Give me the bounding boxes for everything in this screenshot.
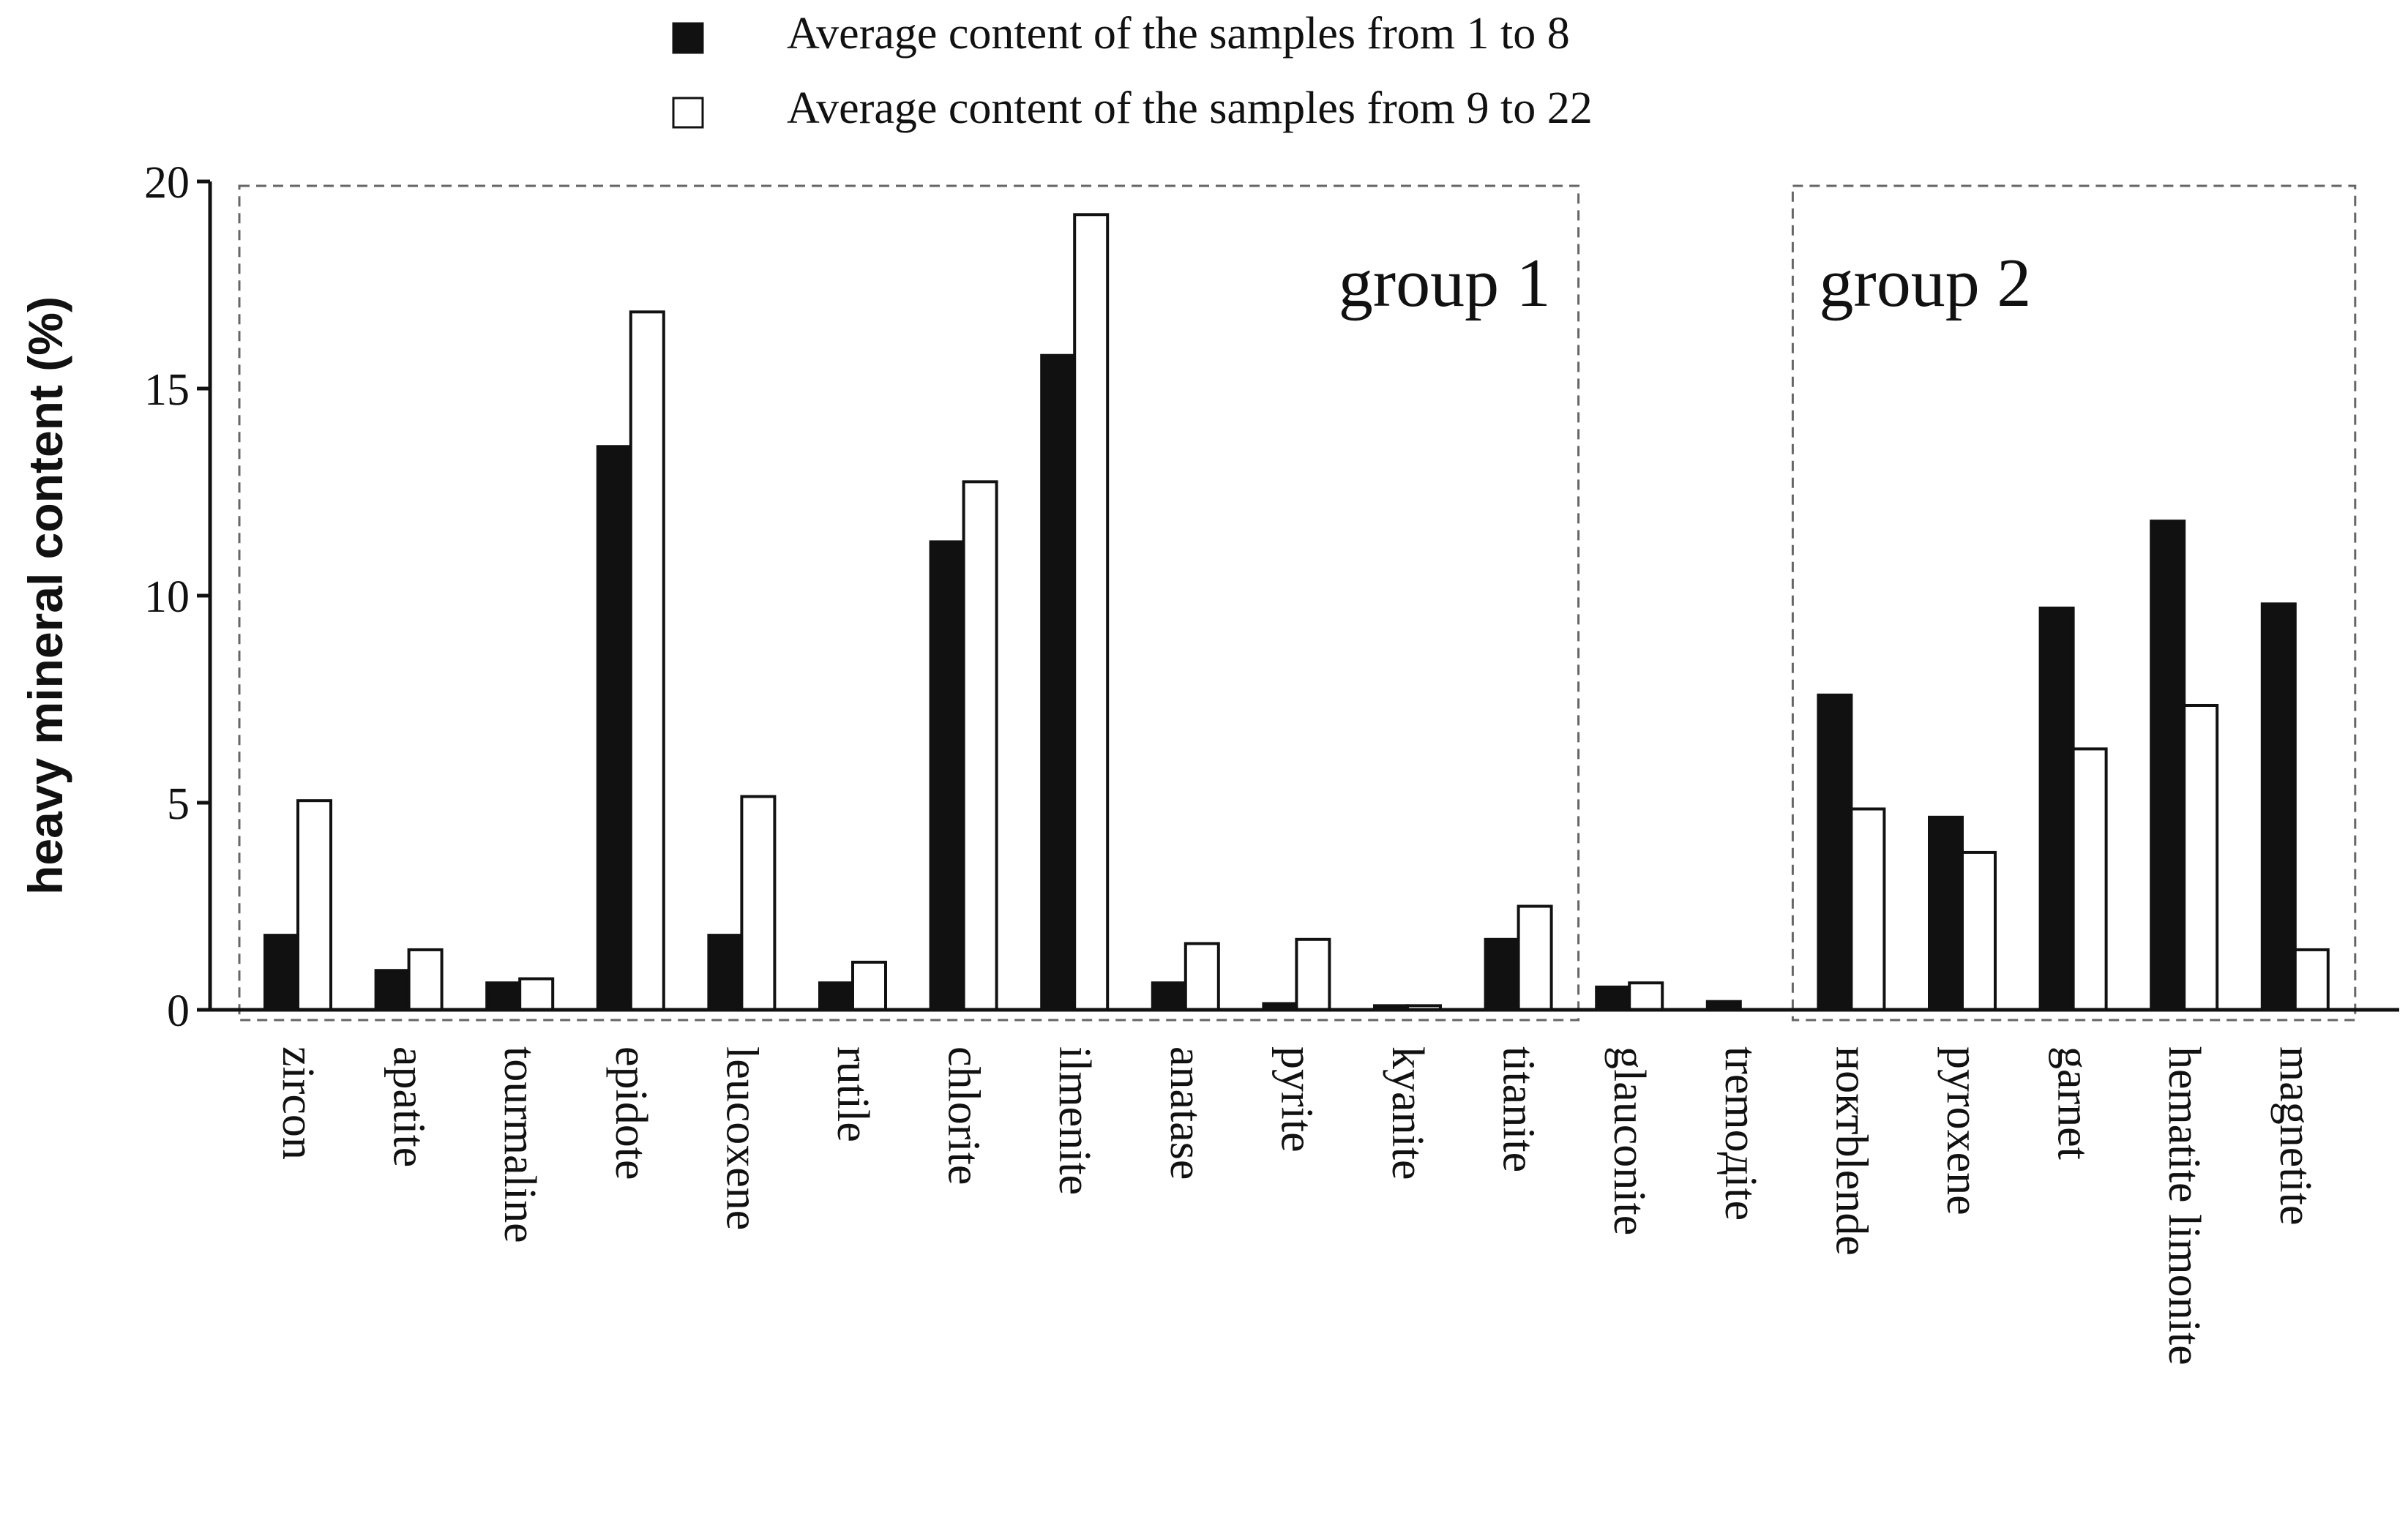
y-tick-label: 20 [144, 158, 190, 208]
legend-swatch-series-1 [672, 22, 704, 54]
bar-zircon-series-2 [296, 799, 332, 1012]
bar-anatase-series-2 [1184, 942, 1220, 1011]
group-boxes: group 1 group 2 [238, 184, 2357, 1022]
x-tick-label: apatite [384, 1046, 434, 1167]
bar-garnet-series-1 [2038, 606, 2075, 1011]
bar-pyrite-series-2 [1295, 937, 1331, 1012]
bar-pyroxene-series-2 [1961, 850, 1997, 1012]
group-box-2 [1791, 184, 2357, 1022]
bar-tourmaline-series-2 [518, 977, 555, 1012]
bar-garnet-series-2 [2071, 747, 2108, 1011]
x-tick-label: rutile [828, 1046, 878, 1142]
y-axis-label: heavy mineral content (%) [18, 296, 72, 895]
bar-apatite-series-1 [374, 969, 411, 1011]
group-box-1 [238, 184, 1580, 1022]
legend: Average content of the samples from 1 to… [672, 9, 1593, 133]
x-tick-labels: zircon apatite tourmaline epidote leucoxene r… [273, 1046, 2320, 1365]
bars [263, 213, 2330, 1012]
bar-glauconite-series-2 [1628, 981, 1664, 1011]
bar-epidote-series-2 [629, 310, 665, 1012]
bar-titanite-series-2 [1517, 904, 1553, 1011]
y-tick-label: 10 [144, 572, 190, 622]
bar-ноктblende-series-2 [1850, 807, 1886, 1011]
bar-epidote-series-1 [596, 445, 632, 1011]
x-tick-label: titanite [1494, 1046, 1544, 1172]
x-tick-label: zircon [273, 1046, 323, 1160]
x-tick-label: tremoдite [1716, 1046, 1765, 1221]
group-label-2: group 2 [1819, 245, 2031, 321]
x-tick-label: hematite limonite [2159, 1046, 2209, 1365]
bar-ноктblende-series-1 [1817, 693, 1853, 1012]
bar-magnetite-series-1 [2260, 602, 2297, 1011]
y-tick-label: 5 [167, 779, 190, 829]
x-tick-label: garnet [2049, 1046, 2098, 1160]
x-tick-label: ноктblende [1826, 1046, 1876, 1256]
y-ticks: 0 5 10 15 20 [144, 158, 210, 1036]
bar-hematite-limonite-series-2 [2183, 703, 2219, 1011]
x-tick-label: tourmaline [495, 1046, 545, 1243]
bar-hematite-limonite-series-1 [2150, 520, 2186, 1011]
legend-label-series-2: Average content of the samples from 9 to… [787, 83, 1593, 133]
x-tick-label: anatase [1161, 1046, 1211, 1180]
x-tick-label: kyanite [1383, 1046, 1432, 1180]
bar-anatase-series-1 [1151, 981, 1187, 1011]
bar-rutile-series-2 [851, 960, 887, 1012]
x-tick-label: chlorite [939, 1046, 989, 1185]
x-tick-label: pyrite [1271, 1046, 1321, 1153]
bar-leucoxene-series-2 [740, 795, 777, 1011]
bar-pyroxene-series-1 [1928, 815, 1964, 1012]
x-tick-label: glauconite [1604, 1046, 1654, 1235]
bar-magnetite-series-2 [2293, 948, 2330, 1012]
bar-apatite-series-2 [407, 948, 444, 1012]
bar-zircon-series-1 [263, 934, 299, 1011]
legend-label-series-1: Average content of the samples from 1 to… [787, 9, 1570, 59]
bar-leucoxene-series-1 [707, 934, 744, 1011]
y-tick-label: 0 [167, 986, 190, 1036]
bar-titanite-series-1 [1484, 937, 1520, 1012]
bar-rutile-series-1 [818, 981, 854, 1011]
x-tick-label: magnetite [2270, 1046, 2320, 1225]
bar-ilmenite-series-1 [1040, 353, 1077, 1012]
group-label-1: group 1 [1339, 245, 1551, 321]
x-tick-label: pyroxene [1937, 1046, 1987, 1215]
x-tick-label: ilmenite [1050, 1046, 1099, 1195]
legend-swatch-series-2 [672, 97, 704, 129]
x-tick-label: leucoxene [717, 1046, 766, 1230]
bar-glauconite-series-1 [1595, 985, 1631, 1011]
bar-tourmaline-series-1 [485, 981, 522, 1011]
x-tick-label: epidote [606, 1046, 656, 1180]
bar-ilmenite-series-2 [1073, 213, 1110, 1011]
y-tick-label: 15 [144, 365, 190, 415]
bar-chlorite-series-1 [929, 540, 965, 1011]
bar-chlorite-series-2 [962, 480, 998, 1011]
